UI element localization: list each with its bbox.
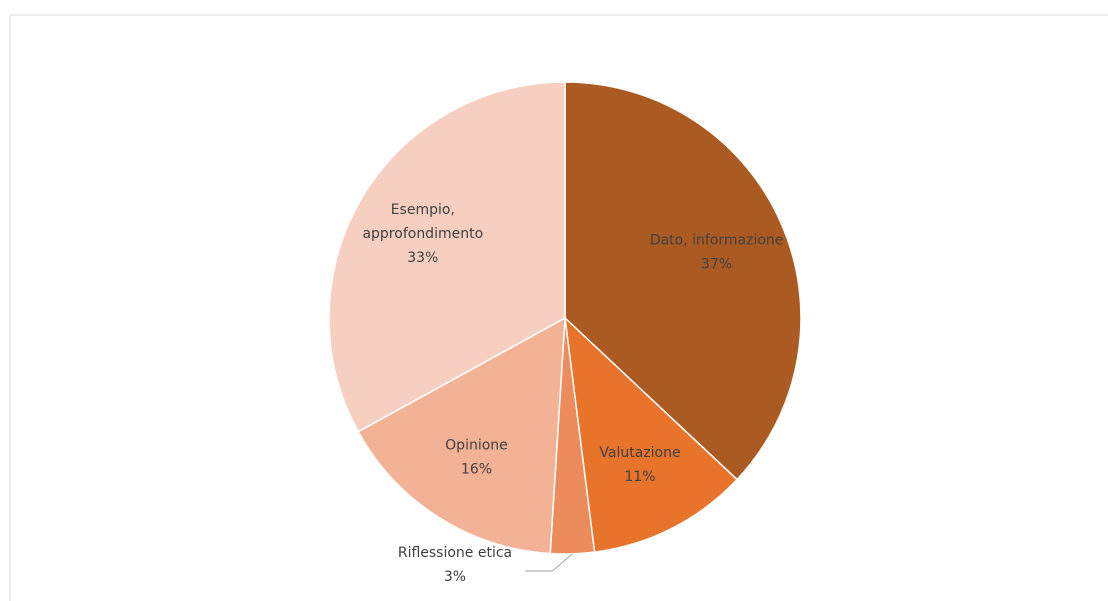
slice-label: Esempio, approfondimento xyxy=(362,202,483,242)
slice-label: Valutazione xyxy=(599,445,680,461)
slice-value-label: 37% xyxy=(701,256,732,272)
chart-frame xyxy=(9,14,1108,601)
slice-label: Opinione xyxy=(445,437,508,453)
slice-label-line: Dato, informazione xyxy=(650,232,784,248)
slice-label-line: Valutazione xyxy=(599,445,680,461)
leader-line xyxy=(525,553,573,572)
slice-label-line: Esempio, xyxy=(391,202,455,218)
slice-label-line: Riflessione etica xyxy=(398,545,512,561)
pie-slice xyxy=(357,316,566,555)
slice-value-label: 3% xyxy=(444,569,466,585)
slice-label: Dato, informazione xyxy=(650,232,784,248)
pie-slice xyxy=(563,316,739,553)
pie-slice xyxy=(328,81,566,433)
pie-slice xyxy=(564,81,802,481)
slice-value-label: 33% xyxy=(407,250,438,266)
slice-value-label: 16% xyxy=(461,461,492,477)
slice-value-label: 11% xyxy=(624,469,655,485)
slice-label-line: approfondimento xyxy=(362,226,483,242)
slice-label-line: Opinione xyxy=(445,437,508,453)
slice-label: Riflessione etica xyxy=(398,545,512,561)
